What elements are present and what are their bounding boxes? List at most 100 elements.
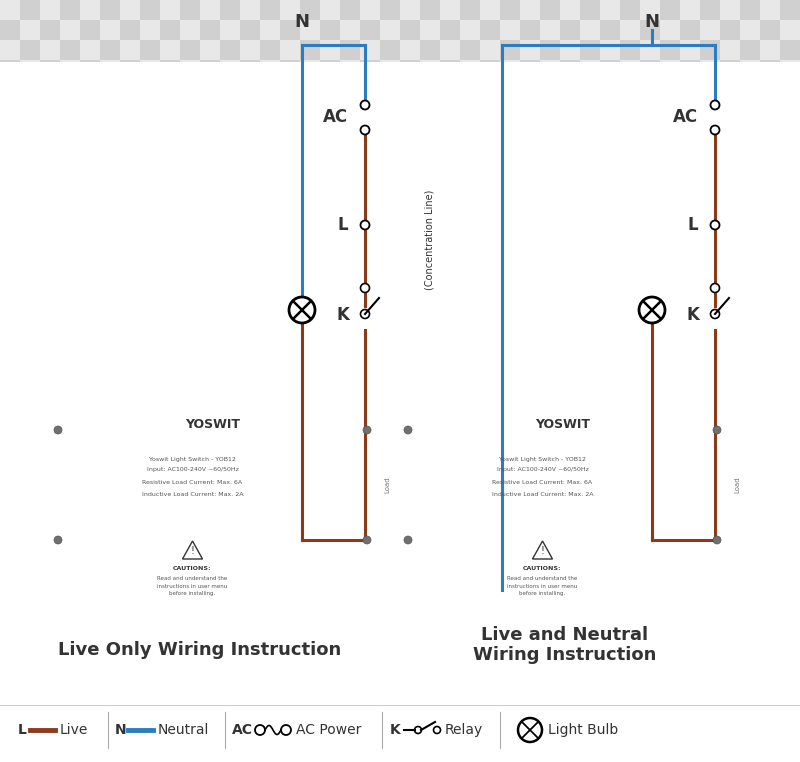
Bar bbox=[420, 660, 440, 680]
Bar bbox=[560, 140, 580, 160]
Bar bbox=[360, 180, 380, 200]
Bar bbox=[340, 260, 360, 280]
Bar bbox=[140, 480, 160, 500]
Bar bbox=[120, 80, 140, 100]
Circle shape bbox=[363, 536, 371, 544]
Bar bbox=[620, 600, 640, 620]
Bar bbox=[580, 300, 600, 320]
Bar bbox=[400, 420, 420, 440]
Bar bbox=[220, 360, 240, 380]
Bar bbox=[260, 340, 280, 360]
Text: !: ! bbox=[190, 546, 194, 556]
Bar bbox=[540, 520, 560, 540]
Bar bbox=[520, 100, 540, 120]
Bar bbox=[700, 700, 720, 720]
Bar bbox=[620, 680, 640, 700]
Bar bbox=[160, 500, 180, 520]
Bar bbox=[80, 260, 100, 280]
Bar bbox=[640, 280, 660, 300]
Bar bbox=[80, 760, 100, 762]
Bar bbox=[420, 680, 440, 700]
Bar bbox=[500, 460, 520, 480]
Bar bbox=[100, 340, 120, 360]
Bar bbox=[700, 100, 720, 120]
Bar bbox=[500, 180, 520, 200]
Bar bbox=[60, 620, 80, 640]
Bar bbox=[240, 760, 260, 762]
Bar bbox=[680, 300, 700, 320]
Bar bbox=[660, 0, 680, 20]
Bar bbox=[120, 700, 140, 720]
Text: CAUTIONS:: CAUTIONS: bbox=[173, 565, 212, 571]
Bar bbox=[500, 0, 520, 20]
Bar bbox=[20, 440, 40, 460]
Bar bbox=[540, 560, 560, 580]
Bar bbox=[480, 600, 500, 620]
Bar bbox=[680, 20, 700, 40]
Circle shape bbox=[639, 297, 665, 323]
Bar bbox=[180, 120, 200, 140]
Bar bbox=[640, 360, 660, 380]
Bar bbox=[660, 100, 680, 120]
Bar bbox=[40, 120, 60, 140]
Bar bbox=[640, 600, 660, 620]
Bar bbox=[600, 140, 620, 160]
Bar bbox=[440, 680, 460, 700]
FancyBboxPatch shape bbox=[390, 430, 440, 540]
Bar bbox=[740, 180, 760, 200]
Bar bbox=[502, 450, 587, 510]
Bar bbox=[80, 360, 100, 380]
Bar bbox=[480, 660, 500, 680]
Bar bbox=[320, 540, 340, 560]
Bar bbox=[520, 20, 540, 40]
Bar bbox=[560, 460, 580, 480]
Bar bbox=[400, 100, 420, 120]
Bar bbox=[360, 760, 380, 762]
Bar bbox=[0, 400, 20, 420]
Bar bbox=[760, 460, 780, 480]
Bar bbox=[60, 500, 80, 520]
Bar bbox=[640, 720, 660, 740]
Bar bbox=[180, 760, 200, 762]
Text: Live and Neutral
Wiring Instruction: Live and Neutral Wiring Instruction bbox=[474, 626, 657, 664]
Bar bbox=[560, 740, 580, 760]
Bar bbox=[580, 440, 600, 460]
Bar bbox=[240, 520, 260, 540]
Bar bbox=[40, 160, 60, 180]
Bar bbox=[700, 140, 720, 160]
Bar bbox=[680, 760, 700, 762]
Bar bbox=[480, 200, 500, 220]
Bar bbox=[760, 500, 780, 520]
Text: AC: AC bbox=[322, 108, 347, 126]
Bar bbox=[680, 620, 700, 640]
Bar bbox=[80, 180, 100, 200]
Bar bbox=[340, 320, 360, 340]
Bar bbox=[340, 560, 360, 580]
Bar bbox=[640, 300, 660, 320]
Bar bbox=[320, 440, 340, 460]
Bar bbox=[40, 760, 60, 762]
Bar bbox=[740, 140, 760, 160]
Bar bbox=[520, 480, 540, 500]
Bar bbox=[60, 640, 80, 660]
Bar bbox=[380, 280, 400, 300]
Bar bbox=[120, 560, 140, 580]
Bar bbox=[0, 300, 20, 320]
Bar bbox=[280, 380, 300, 400]
Bar bbox=[360, 140, 380, 160]
Bar bbox=[60, 760, 80, 762]
Bar bbox=[740, 280, 760, 300]
Bar bbox=[320, 100, 340, 120]
Bar bbox=[440, 540, 460, 560]
Bar bbox=[660, 140, 680, 160]
Bar bbox=[640, 740, 660, 760]
Bar bbox=[460, 580, 480, 600]
Bar bbox=[600, 80, 620, 100]
Bar bbox=[60, 120, 80, 140]
Bar bbox=[160, 600, 180, 620]
Bar bbox=[240, 340, 260, 360]
Bar bbox=[120, 220, 140, 240]
Bar bbox=[660, 160, 680, 180]
Bar bbox=[40, 480, 60, 500]
Bar bbox=[120, 460, 140, 480]
